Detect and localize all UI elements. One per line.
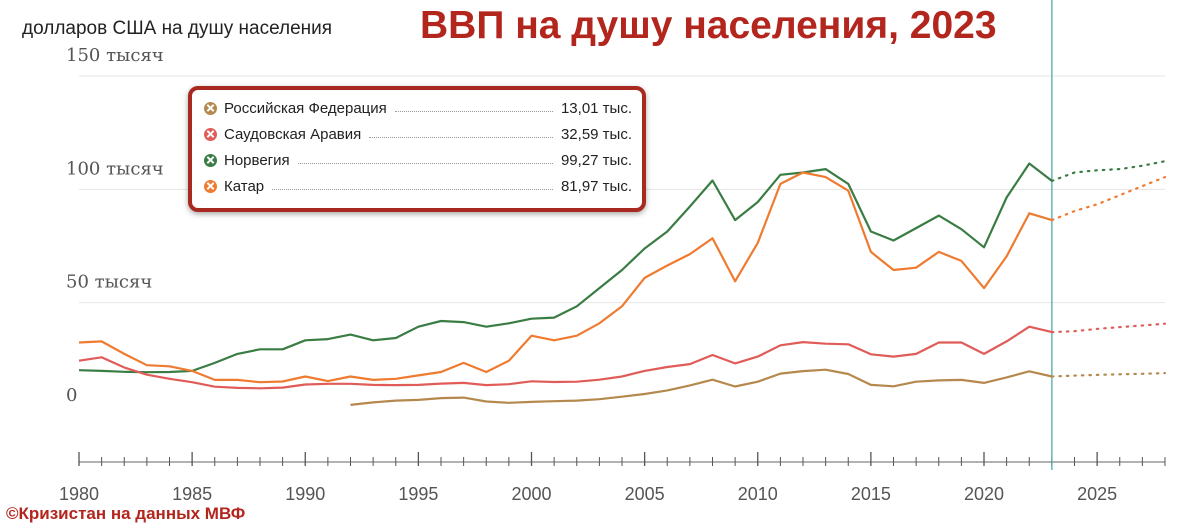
legend-value: 32,59 тыс. bbox=[560, 125, 632, 143]
x-tick-label: 1980 bbox=[59, 484, 99, 504]
x-tick-label: 1995 bbox=[398, 484, 438, 504]
legend-item-saudi-arabia[interactable]: Саудовская Аравия 32,59 тыс. bbox=[204, 122, 632, 146]
series-forecast-line bbox=[1050, 176, 1167, 222]
x-axis-ticks: 1980 1985 1990 1995 2000 2005 2010 2015 2020 2025 bbox=[59, 452, 1166, 504]
series-group bbox=[78, 160, 1167, 406]
legend-item-norway[interactable]: Норвегия 99,27 тыс. bbox=[204, 148, 632, 172]
series-line bbox=[350, 368, 1053, 406]
chart-subtitle: долларов США на душу населения bbox=[22, 18, 333, 39]
x-tick-label: 2010 bbox=[738, 484, 778, 504]
x-tick-label: 2025 bbox=[1077, 484, 1117, 504]
x-circle-icon bbox=[204, 101, 217, 115]
series-line bbox=[78, 171, 1053, 384]
legend-leader bbox=[394, 110, 553, 112]
x-tick-label: 2005 bbox=[625, 484, 665, 504]
x-tick-label: 2020 bbox=[964, 484, 1004, 504]
series-forecast-line bbox=[1050, 322, 1167, 334]
legend-value: 13,01 тыс. bbox=[560, 99, 632, 117]
legend-value: 81,97 тыс. bbox=[560, 177, 632, 195]
legend-item-russia[interactable]: Российская Федерация 13,01 тыс. bbox=[204, 96, 632, 120]
legend-label: Саудовская Аравия bbox=[224, 125, 362, 143]
legend-label: Российская Федерация bbox=[224, 99, 387, 117]
x-circle-icon bbox=[204, 153, 217, 167]
y-tick-label: 150 тысяч bbox=[66, 45, 164, 66]
legend-value: 99,27 тыс. bbox=[560, 151, 632, 169]
legend-leader bbox=[297, 162, 553, 164]
series-forecast-line bbox=[1050, 372, 1167, 378]
x-circle-icon bbox=[204, 127, 217, 141]
legend-item-qatar[interactable]: Катар 81,97 тыс. bbox=[204, 174, 632, 198]
y-axis-ticks: 150 тысяч 100 тысяч 50 тысяч 0 bbox=[66, 45, 164, 406]
x-circle-icon bbox=[204, 179, 217, 193]
series-line bbox=[78, 162, 1053, 374]
x-tick-label: 1985 bbox=[172, 484, 212, 504]
legend: Российская Федерация 13,01 тыс. Саудовск… bbox=[188, 86, 646, 212]
series-line bbox=[78, 325, 1053, 390]
x-tick-label: 2015 bbox=[851, 484, 891, 504]
y-tick-label: 100 тысяч bbox=[66, 158, 164, 179]
chart-title: ВВП на душу населения, 2023 bbox=[420, 4, 997, 47]
legend-label: Норвегия bbox=[224, 151, 290, 169]
legend-label: Катар bbox=[224, 177, 265, 195]
y-tick-label: 50 тысяч bbox=[66, 272, 152, 293]
x-tick-label: 2000 bbox=[511, 484, 551, 504]
y-tick-label: 0 bbox=[66, 385, 77, 406]
x-tick-label: 1990 bbox=[285, 484, 325, 504]
source-credit: ©Кризистан на данных МВФ bbox=[6, 504, 246, 523]
legend-leader bbox=[369, 136, 553, 138]
legend-leader bbox=[272, 188, 553, 190]
series-forecast-line bbox=[1050, 160, 1167, 182]
